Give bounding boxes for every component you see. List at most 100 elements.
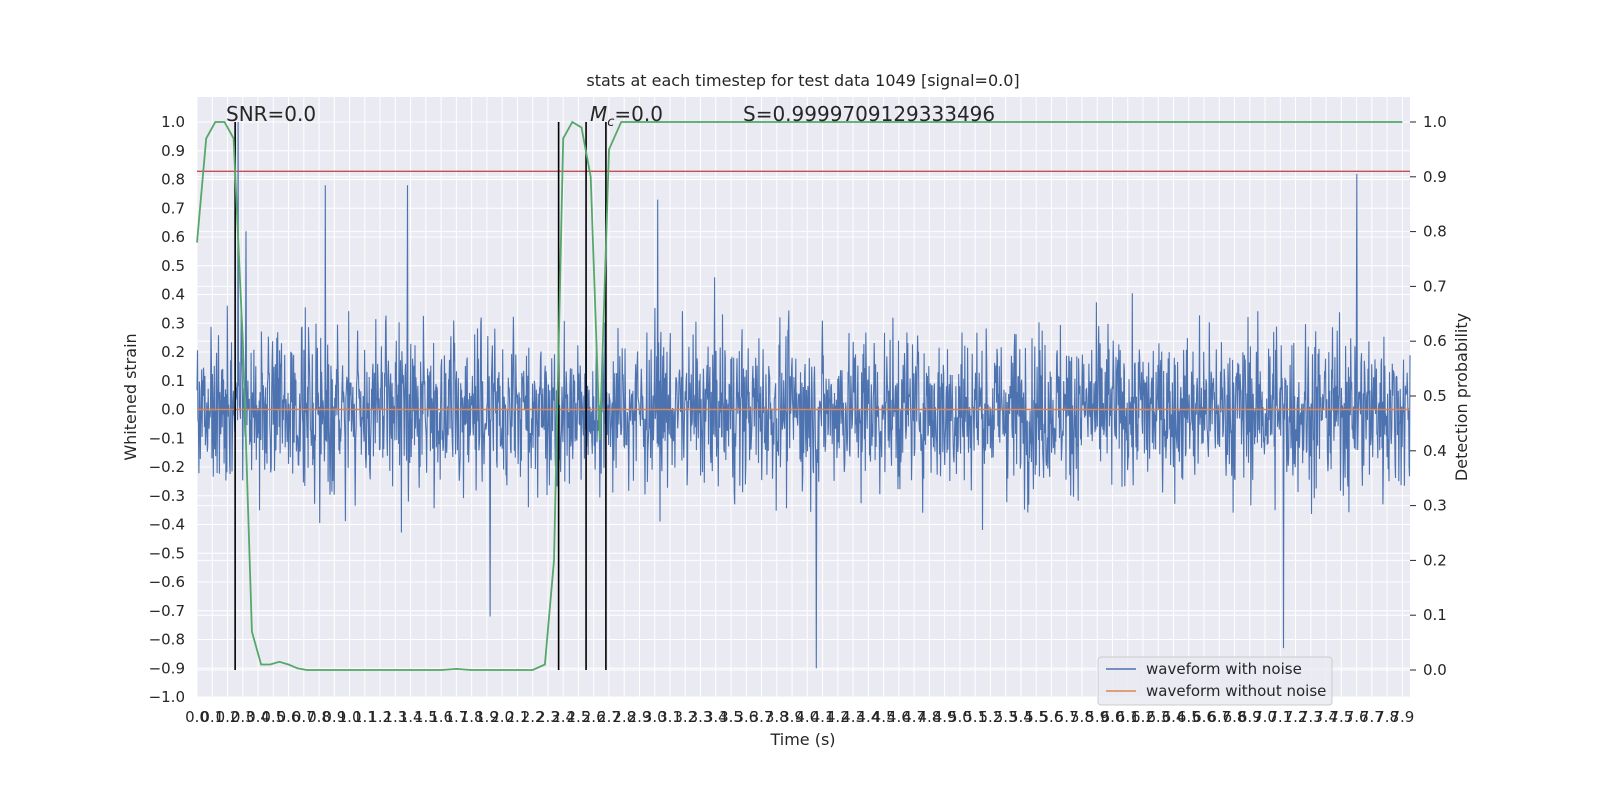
- y-tick-label: 0.2: [161, 343, 185, 361]
- y2-tick-label: 0.5: [1423, 387, 1447, 405]
- x-tick-label: 1.6: [429, 708, 453, 726]
- y2-tick-label: 0.1: [1423, 606, 1447, 624]
- y-tick-label: 0.8: [161, 171, 185, 189]
- x-tick-label: 0.2: [216, 708, 240, 726]
- x-tick-label: 7.6: [1345, 708, 1369, 726]
- x-tick-label: 6.5: [1177, 708, 1201, 726]
- chirp-mass-value: =0.0: [614, 102, 663, 126]
- x-tick-label: 7.4: [1314, 708, 1338, 726]
- y-tick-label: −0.7: [149, 602, 185, 620]
- x-tick-label: 5.6: [1040, 708, 1064, 726]
- x-tick-label: 3.7: [750, 708, 774, 726]
- x-tick-label: 3.1: [658, 708, 682, 726]
- x-tick-label: 7.2: [1284, 708, 1308, 726]
- x-tick-label: 7.5: [1329, 708, 1353, 726]
- x-tick-label: 4.2: [826, 708, 850, 726]
- y2-tick-label: 0.2: [1423, 551, 1447, 569]
- x-tick-label: 6.0: [1101, 708, 1125, 726]
- x-tick-label: 0.9: [322, 708, 346, 726]
- y-tick-label: −0.6: [149, 573, 185, 591]
- x-tick-label: 5.2: [978, 708, 1002, 726]
- x-tick-label: 0.3: [231, 708, 255, 726]
- x-tick-label: 2.3: [536, 708, 560, 726]
- x-tick-label: 6.2: [1131, 708, 1155, 726]
- y-tick-label: 0.9: [161, 142, 185, 160]
- y-tick-label: 1.0: [161, 113, 185, 131]
- legend-label-noise: waveform with noise: [1146, 660, 1302, 678]
- x-tick-label: 2.0: [490, 708, 514, 726]
- x-tick-label: 5.9: [1085, 708, 1109, 726]
- x-tick-label: 2.2: [521, 708, 545, 726]
- x-tick-label: 1.0: [338, 708, 362, 726]
- x-tick-label: 3.2: [673, 708, 697, 726]
- x-tick-label: 2.1: [505, 708, 529, 726]
- y-tick-label: −0.1: [149, 429, 185, 447]
- tick-layer: 0.00.10.20.30.40.50.60.70.80.91.01.11.21…: [149, 113, 1447, 726]
- x-tick-label: 3.9: [780, 708, 804, 726]
- y-axis-label: Whitened strain: [121, 333, 140, 460]
- x-tick-label: 2.8: [612, 708, 636, 726]
- y2-tick-label: 0.3: [1423, 497, 1447, 515]
- x-tick-label: 0.1: [200, 708, 224, 726]
- x-tick-label: 5.3: [994, 708, 1018, 726]
- line-layer: [196, 120, 1410, 671]
- x-tick-label: 6.4: [1162, 708, 1186, 726]
- x-tick-label: 3.3: [689, 708, 713, 726]
- x-tick-label: 1.3: [383, 708, 407, 726]
- y-tick-label: 0.3: [161, 314, 185, 332]
- x-tick-label: 5.0: [948, 708, 972, 726]
- y2-tick-label: 0.7: [1423, 277, 1447, 295]
- x-tick-label: 3.0: [643, 708, 667, 726]
- y-tick-label: 0.1: [161, 372, 185, 390]
- y2-tick-label: 0.0: [1423, 661, 1447, 679]
- x-tick-label: 6.8: [1223, 708, 1247, 726]
- y-tick-label: 0.5: [161, 257, 185, 275]
- x-tick-label: 5.1: [963, 708, 987, 726]
- x-tick-label: 2.4: [551, 708, 575, 726]
- x-tick-label: 1.2: [368, 708, 392, 726]
- x-tick-label: 4.6: [887, 708, 911, 726]
- y-tick-label: 0.7: [161, 199, 185, 217]
- x-tick-label: 0.0: [185, 708, 209, 726]
- y2-axis-label: Detection probability: [1452, 313, 1471, 481]
- legend-label-clean: waveform without noise: [1146, 682, 1326, 700]
- x-tick-label: 6.1: [1116, 708, 1140, 726]
- legend-box: [1097, 656, 1333, 706]
- snr-annotation: SNR=0.0: [226, 102, 316, 126]
- x-tick-label: 2.6: [582, 708, 606, 726]
- y-tick-label: −0.4: [149, 516, 185, 534]
- legend: waveform with noise waveform without noi…: [1097, 656, 1333, 706]
- x-tick-label: 3.8: [765, 708, 789, 726]
- x-tick-label: 6.3: [1146, 708, 1170, 726]
- y-tick-label: −1.0: [149, 688, 185, 706]
- x-tick-label: 7.8: [1375, 708, 1399, 726]
- x-tick-label: 4.5: [872, 708, 896, 726]
- y2-tick-label: 0.9: [1423, 168, 1447, 186]
- x-tick-label: 4.1: [811, 708, 835, 726]
- y-tick-label: 0.6: [161, 228, 185, 246]
- x-tick-label: 6.6: [1192, 708, 1216, 726]
- x-tick-label: 6.9: [1238, 708, 1262, 726]
- y2-tick-label: 0.6: [1423, 332, 1447, 350]
- x-tick-label: 4.8: [917, 708, 941, 726]
- x-tick-label: 0.4: [246, 708, 270, 726]
- x-axis-label: Time (s): [769, 730, 835, 749]
- x-tick-label: 7.9: [1390, 708, 1414, 726]
- x-tick-label: 7.7: [1360, 708, 1384, 726]
- x-tick-label: 6.7: [1207, 708, 1231, 726]
- y2-tick-label: 0.8: [1423, 223, 1447, 241]
- x-tick-label: 1.1: [353, 708, 377, 726]
- y2-tick-label: 1.0: [1423, 113, 1447, 131]
- chirp-mass-subscript: c: [607, 115, 614, 130]
- x-tick-label: 0.6: [277, 708, 301, 726]
- x-tick-label: 1.9: [475, 708, 499, 726]
- y-tick-label: −0.9: [149, 659, 185, 677]
- x-tick-label: 3.4: [704, 708, 728, 726]
- y-tick-label: −0.2: [149, 458, 185, 476]
- x-tick-label: 5.5: [1024, 708, 1048, 726]
- y-tick-label: −0.8: [149, 631, 185, 649]
- x-tick-label: 1.4: [399, 708, 423, 726]
- x-tick-label: 0.5: [261, 708, 285, 726]
